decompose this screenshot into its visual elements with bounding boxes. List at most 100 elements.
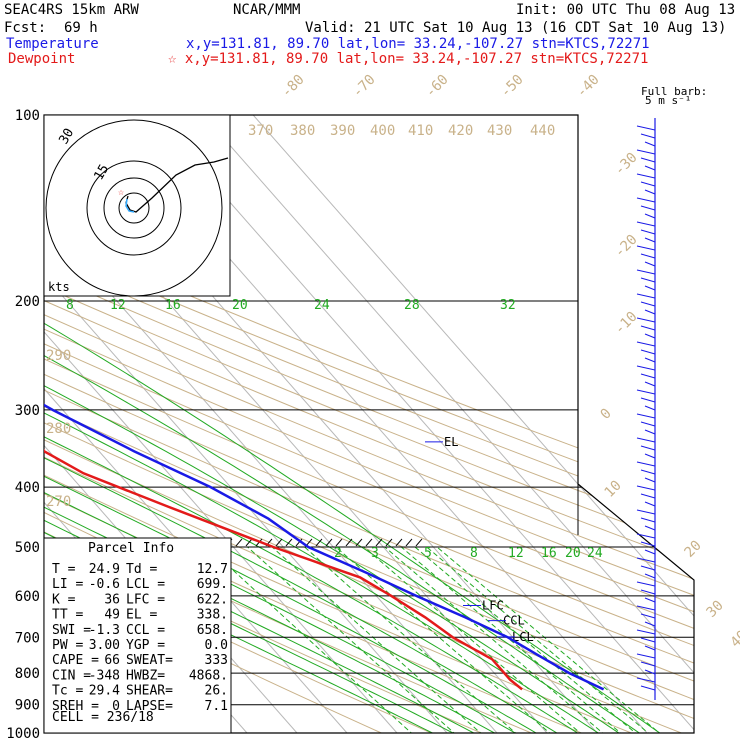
theta-label: 380 (290, 123, 315, 139)
wind-barb (640, 493, 656, 499)
moist-adiabat-line (44, 300, 639, 733)
wind-barb (636, 341, 656, 347)
tropopause-hatch (315, 538, 323, 547)
wind-barb (640, 613, 656, 619)
wind-barb (644, 669, 656, 675)
dry-adiabat-line (44, 115, 665, 733)
mixing-ratio-line (335, 546, 566, 733)
wind-barb (644, 477, 656, 483)
wind-barb (636, 557, 656, 563)
wind-barbs (636, 118, 656, 700)
tropopause-hatch (395, 538, 403, 547)
temperature-info: x,y=131.81, 89.70 lat,lon= 33.24,-107.27… (186, 36, 650, 52)
isotherm-line (44, 115, 348, 733)
parcel-row-label: SWI = (52, 623, 91, 638)
pressure-tick-label: 1000 (6, 726, 40, 740)
isotherm-line (44, 115, 398, 733)
wind-barb (640, 205, 656, 211)
mixing-ratio-line (363, 546, 596, 733)
theta-label: 280 (46, 421, 71, 437)
isotherm-label: -70 (350, 72, 379, 101)
tropopause-hatch (355, 538, 363, 547)
tropopause-hatch (345, 538, 353, 547)
mixing-ratio-label: 12 (110, 298, 126, 313)
parcel-row-value: -0.6 (89, 577, 120, 592)
wind-barb (644, 189, 656, 195)
wind-barb (636, 365, 656, 371)
hodograph: 15 30 ☆ kts (43, 114, 231, 297)
init-label: Init: 00 UTC Thu 08 Aug 13 (516, 2, 735, 18)
mixing-ratio-line (207, 546, 427, 733)
tropopause-hatch (235, 538, 243, 547)
dry-adiabat-line (44, 115, 694, 733)
parcel-row-label: CAPE = (52, 653, 99, 668)
wind-barb (640, 277, 656, 283)
parcel-marker-label: EL (444, 435, 458, 449)
pressure-tick-label: 100 (15, 108, 40, 124)
parcel-row-label: TT = (52, 608, 83, 623)
pressure-tick-label: 700 (15, 630, 40, 646)
dry-adiabat-line (44, 115, 694, 733)
isotherm-label: -60 (423, 72, 452, 101)
parcel-row-value: 338. (197, 608, 228, 623)
parcel-row-label: YGP = (126, 638, 165, 653)
wind-barb (640, 541, 656, 547)
isotherm-label: -10 (612, 309, 641, 338)
theta-label: 270 (46, 494, 71, 510)
dry-adiabat-line (44, 115, 694, 733)
wind-barb (640, 469, 656, 475)
parcel-row-label: LAPSE= (126, 699, 173, 714)
hodo-ring-label-30: 30 (56, 126, 77, 147)
dry-adiabat-line (44, 115, 694, 733)
wind-barb (644, 597, 656, 603)
parcel-row-label: SWEAT= (126, 653, 173, 668)
wind-barb (644, 573, 656, 579)
tropopause-hatch (415, 538, 423, 547)
wind-barb (640, 325, 656, 331)
moist-adiabat-line (44, 300, 539, 733)
parcel-marker-label: LFC (482, 599, 504, 613)
tropopause-hatch (335, 538, 343, 547)
wind-barb (636, 509, 656, 515)
wind-barb (640, 517, 656, 523)
parcel-row-value: 29.4 (89, 684, 120, 699)
wind-barb (640, 157, 656, 163)
parcel-row-label: Td = (126, 562, 157, 577)
parcel-row-value: 24.9 (89, 562, 120, 577)
wind-barb (640, 181, 656, 187)
mixing-ratio-label: 16 (541, 546, 557, 561)
wind-barb (636, 437, 656, 443)
wind-barb (636, 461, 656, 467)
center-label: NCAR/MMM (233, 2, 300, 18)
isotherm-label: 40 (728, 628, 740, 651)
dewpoint-legend: Dewpoint (8, 51, 75, 67)
pressure-axis: 100 200 300 400 500 600 700 800 900 1000 (6, 108, 40, 740)
wind-barb (640, 685, 656, 691)
dry-adiabat-line (44, 115, 694, 733)
mixing-ratio-label: 16 (165, 298, 181, 313)
mixing-ratio-label: 20 (565, 546, 581, 561)
isotherm-line (152, 115, 694, 733)
parcel-row-value: 0.0 (205, 638, 228, 653)
wind-barb (644, 621, 656, 627)
parcel-row-label: K = (52, 592, 76, 607)
wind-barb (640, 397, 656, 403)
isotherm-line (252, 115, 694, 733)
dry-adiabat-line (44, 115, 694, 733)
pressure-tick-label: 900 (15, 698, 40, 714)
parcel-row-label: LFC = (126, 592, 165, 607)
wind-barb (644, 309, 656, 315)
theta-label: 430 (487, 123, 512, 139)
mixing-ratio-label: 2 (334, 546, 342, 561)
wind-barb (640, 445, 656, 451)
moist-adiabat-line (44, 300, 559, 733)
profile-lines (44, 115, 605, 691)
parcel-row-value: 0 (112, 699, 120, 714)
dry-adiabat-line (44, 115, 694, 733)
wind-barb (640, 301, 656, 307)
parcel-row-label: LI = (52, 577, 83, 592)
mixing-ratio-label: 32 (500, 298, 516, 313)
parcel-row-value: 658. (197, 623, 228, 638)
tropopause-hatch (245, 538, 253, 547)
